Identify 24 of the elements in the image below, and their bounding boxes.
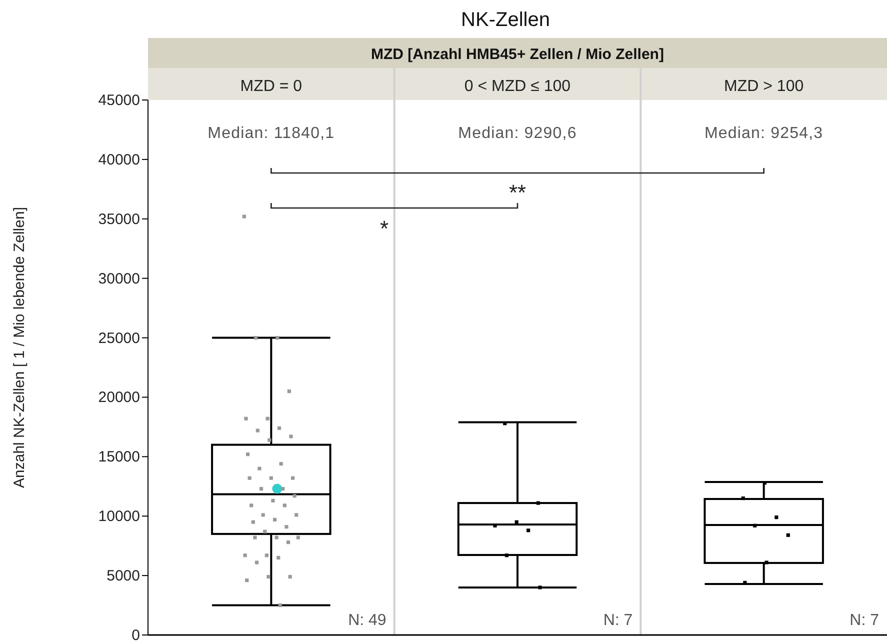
x-tick-label: MZD = 0 [240,78,302,95]
annotation: Median: 9254,3 [704,125,824,142]
y-tick-label: 20000 [98,389,140,406]
y-tick-label: 35000 [98,210,140,228]
y-tick-label: 10000 [98,508,140,526]
x-tick-label: MZD > 100 [724,78,804,95]
x-axis-title: MZD [Anzahl HMB45+ Zellen / Mio Zellen] [371,46,664,63]
annotation: N: 7 [850,612,880,629]
annotation: N: 49 [348,612,386,629]
y-tick-label: 0 [132,627,140,643]
y-axis-title: Anzahl NK-Zellen [ 1 / Mio lebende Zellen] [11,207,28,488]
annotation: Median: 9290,6 [458,125,577,142]
annotation: Median: 11840,1 [208,125,335,142]
annotation: ** [508,180,526,205]
y-tick-label: 25000 [98,330,140,347]
y-tick-label: 45000 [98,92,140,109]
annotation: * [380,216,390,241]
y-tick-label: 30000 [98,270,140,288]
y-tick-label: 15000 [98,448,140,466]
x-tick-label: 0 < MZD ≤ 100 [464,78,571,95]
y-tick-label: 40000 [98,151,140,168]
chart-title: NK-Zellen [461,9,550,31]
annotation: N: 7 [603,612,633,629]
y-tick-label: 5000 [106,568,140,585]
